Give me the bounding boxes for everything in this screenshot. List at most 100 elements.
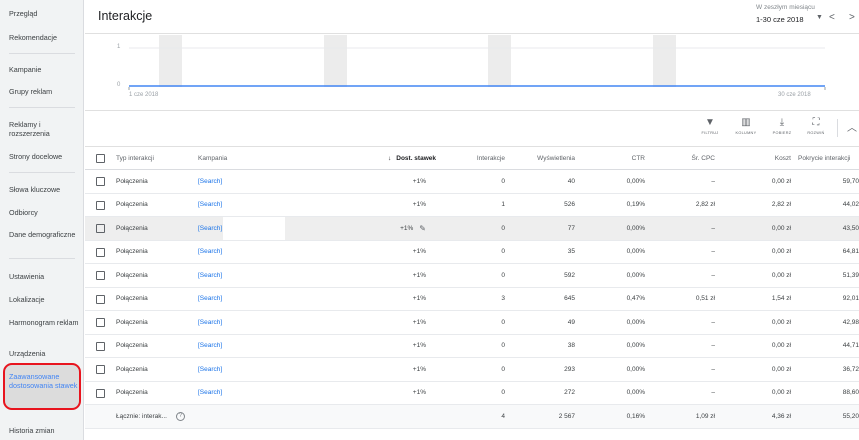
col-header-impressions[interactable]: Wyświetlenia [537, 154, 575, 162]
table-row[interactable]: Połączenia [Search] I +1% 0 49 0,00% – 0,00 zł 4… [85, 311, 859, 335]
table-row[interactable]: Połączenia [Search] I +1% ✎ 0 77 0,00% – 0,00 zł… [85, 217, 859, 241]
cell-avg-cpc: – [711, 271, 715, 279]
interactions-chart: 1 0 1 cze 2018 30 cze 2018 [85, 35, 859, 105]
col-header-coverage[interactable]: Pokrycie interakcji [798, 154, 851, 162]
sidebar-item-settings[interactable]: Ustawienia [9, 272, 45, 281]
cell-campaign[interactable]: [Search] I [198, 311, 258, 334]
cell-bid-adjustment: +1% [365, 194, 426, 217]
table-row[interactable]: Połączenia [Search] I +1% 0 293 0,00% – 0,00 zł… [85, 358, 859, 382]
row-checkbox[interactable] [96, 271, 105, 280]
campaign-link[interactable]: [Search] I [198, 389, 226, 397]
cell-interactions: 0 [501, 342, 505, 350]
redacted-area [223, 358, 285, 381]
sidebar-item-audiences[interactable]: Odbiorcy [9, 208, 38, 217]
cell-impressions: 49 [567, 318, 575, 326]
campaign-link[interactable]: [Search] ' [198, 201, 226, 209]
table-row[interactable]: Połączenia [Search] ' +1% 1 526 0,19% 2,82 zł 2… [85, 193, 859, 217]
chevron-down-icon[interactable]: ▼ [816, 14, 823, 21]
table-row[interactable]: Połączenia [Search] ' +1% 0 40 0,00% – 0,00 zł 5… [85, 170, 859, 194]
col-header-type[interactable]: Typ interakcji [116, 154, 154, 162]
pencil-icon[interactable]: ✎ [419, 223, 426, 233]
cell-campaign[interactable]: [Search] I [198, 264, 258, 287]
col-header-campaign[interactable]: Kampania [198, 154, 228, 162]
cell-impressions: 272 [564, 389, 575, 397]
chart-svg [128, 35, 826, 90]
col-header-interactions[interactable]: Interakcje [476, 154, 505, 162]
sidebar-item-devices[interactable]: Urządzenia [9, 349, 46, 358]
cell-interactions: 0 [501, 389, 505, 397]
sidebar-item-demographics[interactable]: Dane demograficzne [9, 230, 76, 239]
campaign-link[interactable]: [Search] I [198, 271, 226, 279]
chevron-up-icon[interactable]: ︿ [847, 123, 857, 134]
sidebar-item-advanced-bid-adjustments[interactable]: Zaawansowane dostosowania stawek [9, 372, 78, 390]
row-checkbox[interactable] [96, 224, 105, 233]
download-label: POBIERZ [772, 131, 792, 135]
campaign-link[interactable]: [Search] I [198, 318, 226, 326]
sidebar-item-locations[interactable]: Lokalizacje [9, 295, 45, 304]
col-header-ctr[interactable]: CTR [631, 154, 645, 162]
row-checkbox[interactable] [96, 247, 105, 257]
cell-avg-cpc: – [711, 318, 715, 326]
table-row[interactable]: Połączenia [Search] I +1% 0 38 0,00% – 0,00 zł 4… [85, 334, 859, 358]
row-checkbox[interactable] [96, 365, 105, 374]
expand-button[interactable]: ⛶ ROZWIŃ [801, 117, 831, 135]
sidebar-item-change-history[interactable]: Historia zmian [9, 426, 55, 435]
cell-avg-cpc: – [711, 389, 715, 397]
campaign-link[interactable]: [Search] I [198, 365, 226, 373]
select-all-checkbox[interactable] [96, 154, 105, 163]
cell-campaign[interactable]: [Search] ' [198, 170, 258, 193]
cell-campaign[interactable]: [Search] I [198, 382, 258, 405]
row-checkbox[interactable] [96, 200, 105, 210]
sidebar-item-ads-extensions[interactable]: Reklamy i rozszerzenia [9, 120, 50, 138]
campaign-link[interactable]: [Search] I [198, 295, 226, 303]
campaign-link[interactable]: [Search] I [198, 342, 226, 350]
campaign-link[interactable]: [Search] I [198, 248, 226, 256]
cell-coverage: 36,72 [842, 365, 859, 373]
row-checkbox[interactable] [96, 388, 105, 398]
sidebar-item-recommendations[interactable]: Rekomendacje [9, 33, 57, 42]
sidebar-item-overview[interactable]: Przegląd [9, 9, 38, 18]
row-checkbox[interactable] [96, 177, 105, 186]
row-checkbox[interactable] [96, 294, 105, 304]
cell-campaign[interactable]: [Search] I [198, 241, 258, 264]
download-button[interactable]: ⤓ POBIERZ [767, 117, 797, 135]
sidebar-item-ad-groups[interactable]: Grupy reklam [9, 87, 53, 96]
redacted-area [223, 170, 285, 193]
columns-button[interactable]: ▥ KOLUMNY [731, 117, 761, 135]
cell-coverage: 92,01 [842, 295, 859, 303]
table-row[interactable]: Połączenia [Search] I +1% 3 645 0,47% 0,51 zł 1… [85, 287, 859, 311]
campaign-link[interactable]: [Search] I [198, 224, 226, 232]
cell-cost: 0,00 zł [771, 271, 791, 279]
row-checkbox[interactable] [96, 341, 105, 351]
cell-interactions: 0 [501, 271, 505, 279]
data-table: Typ interakcji Kampania ↓ Dost. stawek I… [85, 146, 859, 429]
cell-campaign[interactable]: [Search] ' [198, 194, 258, 217]
col-header-avg-cpc[interactable]: Śr. CPC [691, 154, 715, 162]
cell-campaign[interactable]: [Search] I [198, 217, 258, 240]
cell-bid-adjustment[interactable]: +1% ✎ [365, 217, 426, 240]
campaign-link[interactable]: [Search] ' [198, 177, 226, 185]
sidebar-item-keywords[interactable]: Słowa kluczowe [9, 185, 61, 194]
col-header-bid-adjustment[interactable]: ↓ Dost. stawek [365, 147, 436, 169]
total-impressions: 2 567 [558, 412, 575, 420]
table-row[interactable]: Połączenia [Search] I +1% 0 272 0,00% – 0,00 zł… [85, 381, 859, 405]
filter-button[interactable]: ▼ FILTRUJ [695, 117, 725, 135]
cell-interactions: 0 [501, 318, 505, 326]
table-row[interactable]: Połączenia [Search] I +1% 0 35 0,00% – 0,00 zł 6… [85, 240, 859, 264]
sidebar-item-ad-schedule[interactable]: Harmonogram reklam [9, 318, 79, 327]
date-range-value[interactable]: 1-30 cze 2018 [756, 15, 804, 24]
chevron-left-icon[interactable]: < [829, 12, 835, 23]
row-checkbox[interactable] [96, 318, 105, 327]
cell-impressions: 38 [567, 342, 575, 350]
sidebar-item-landing-pages[interactable]: Strony docelowe [9, 152, 63, 161]
cell-campaign[interactable]: [Search] I [198, 358, 258, 381]
cell-campaign[interactable]: [Search] I [198, 335, 258, 358]
chevron-right-icon[interactable]: > [849, 12, 855, 23]
col-header-cost[interactable]: Koszt [774, 154, 791, 162]
sidebar-item-campaigns[interactable]: Kampanie [9, 65, 42, 74]
redacted-area [223, 264, 285, 287]
help-icon[interactable]: ? [175, 411, 185, 421]
weekend-band [653, 35, 676, 87]
table-row[interactable]: Połączenia [Search] I +1% 0 592 0,00% – 0,00 zł… [85, 264, 859, 288]
cell-campaign[interactable]: [Search] I [198, 288, 258, 311]
